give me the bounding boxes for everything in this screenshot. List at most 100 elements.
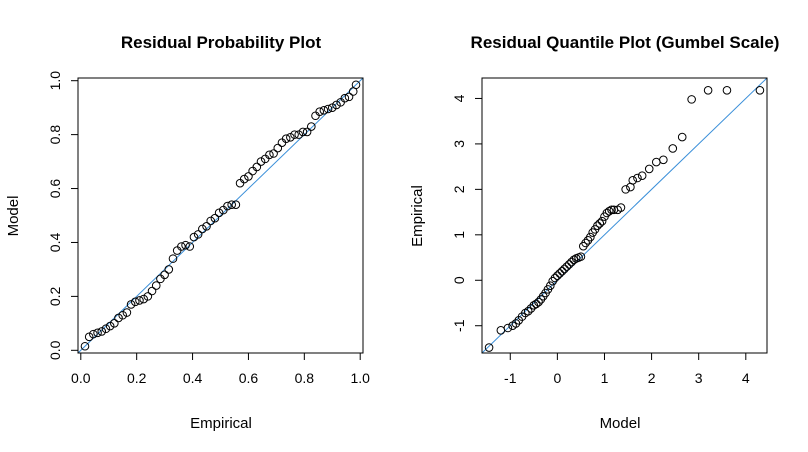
- probability-plot-title: Residual Probability Plot: [121, 33, 322, 52]
- probability-plot-x-tick-label: 0.2: [127, 370, 147, 386]
- quantile-plot-ylabel: Empirical: [409, 185, 426, 247]
- probability-plot-point: [273, 143, 283, 153]
- probability-plot-point: [340, 93, 350, 103]
- probability-plot-point: [344, 92, 354, 102]
- probability-plot-point: [97, 327, 107, 336]
- probability-plot-point: [327, 103, 337, 112]
- quantile-plot-xlabel: Model: [600, 415, 641, 432]
- probability-plot-point: [323, 104, 333, 114]
- quantile-plot-x-tick-label: 4: [742, 370, 750, 386]
- quantile-plot-point: [521, 308, 530, 318]
- probability-plot-x-tick-label: 1.0: [350, 370, 370, 386]
- probability-plot-point: [256, 157, 266, 166]
- probability-plot-point: [248, 166, 257, 176]
- probability-plot-point: [210, 213, 220, 223]
- probability-plot-x-tick-label: 0.8: [295, 370, 315, 386]
- quantile-plot-point: [633, 173, 642, 183]
- quantile-plot-point: [628, 175, 638, 185]
- quantile-plot-point: [546, 281, 555, 291]
- probability-plot-reference-line-segment: [77, 77, 364, 354]
- probability-plot-point: [122, 308, 132, 317]
- probability-plot-point: [223, 201, 232, 211]
- quantile-plot-title: Residual Quantile Plot (Gumbel Scale): [471, 33, 780, 52]
- probability-plot-point: [286, 133, 295, 142]
- quantile-plot-point: [644, 164, 654, 174]
- quantile-plot-y-tick-label: 3: [451, 140, 467, 148]
- quantile-plot-point: [586, 232, 595, 242]
- quantile-plot-point: [755, 85, 765, 95]
- quantile-plot-point: [484, 343, 494, 352]
- quantile-plot-points: [484, 85, 765, 352]
- probability-plot-point: [319, 106, 329, 115]
- probability-plot-point: [269, 149, 278, 158]
- probability-plot-point: [244, 172, 253, 181]
- probability-plot-x-tick-label: 0.4: [183, 370, 203, 386]
- probability-plot-y-tick-label: 0.2: [47, 286, 63, 306]
- probability-plot-point: [172, 246, 182, 255]
- quantile-plot-point: [564, 260, 574, 269]
- quantile-plot-point: [557, 266, 567, 276]
- probability-plot-point: [151, 281, 161, 290]
- quantile-plot-point: [595, 219, 605, 228]
- probability-plot-x-tick-label: 0.0: [71, 370, 91, 386]
- probability-plot-point: [156, 274, 165, 284]
- quantile-plot-x-tick-label: 1: [601, 370, 609, 386]
- probability-plot-point: [351, 80, 361, 90]
- probability-plot-point: [214, 208, 224, 218]
- quantile-plot-y-tick-label: -1: [451, 319, 467, 332]
- quantile-plot-x-tick-label: 3: [695, 370, 703, 386]
- quantile-plot-ticks: -1 0 1 2 3 4 -1 0 1 2 3 4: [451, 94, 750, 386]
- probability-plot-point: [135, 296, 144, 305]
- probability-plot-point: [202, 221, 211, 231]
- quantile-plot-point: [534, 297, 543, 307]
- quantile-plot-point: [593, 221, 602, 231]
- probability-plot-point: [231, 200, 241, 210]
- quantile-plot-point: [604, 206, 614, 216]
- probability-plot-point: [252, 162, 262, 172]
- probability-plot-point: [332, 100, 341, 110]
- probability-plot-point: [177, 242, 186, 251]
- probability-plot-point: [281, 134, 291, 143]
- probability-plot-point: [160, 270, 169, 280]
- probability-plot-points: [80, 80, 361, 351]
- probability-plot-point: [189, 232, 199, 242]
- quantile-plot-x-tick-label: -1: [504, 370, 517, 386]
- probability-plot-point: [307, 122, 316, 131]
- quantile-plot-point: [597, 216, 607, 226]
- quantile-plot-point: [569, 255, 579, 265]
- quantile-plot-point: [621, 185, 630, 194]
- probability-plot-y-tick-label: 0.4: [47, 233, 63, 253]
- probability-plot-point: [84, 332, 94, 342]
- probability-plot-y-tick-label: 1.0: [47, 71, 63, 91]
- probability-plot-point: [110, 319, 119, 328]
- probability-plot-xlabel: Empirical: [190, 415, 252, 432]
- probability-plot-point: [302, 127, 312, 137]
- probability-plot-point: [139, 294, 148, 304]
- quantile-plot-point: [576, 252, 586, 261]
- quantile-plot-point: [550, 273, 560, 283]
- quantile-plot-point: [511, 319, 521, 328]
- quantile-plot-point: [687, 95, 696, 104]
- quantile-plot-x-tick-label: 0: [553, 370, 561, 386]
- quantile-plot-y-tick-label: 1: [451, 231, 467, 239]
- quantile-plot-y-tick-label: 0: [451, 276, 467, 284]
- quantile-plot-y-tick-label: 4: [451, 94, 467, 102]
- probability-plot-point: [143, 292, 153, 301]
- probability-plot-y-tick-label: 0.0: [47, 340, 63, 360]
- quantile-plot-point: [616, 203, 626, 212]
- probability-plot-point: [290, 130, 299, 139]
- probability-plot-point: [126, 300, 136, 309]
- probability-plot-point: [185, 242, 195, 251]
- quantile-plot-y-tick-label: 2: [451, 185, 467, 193]
- quantile-plot-point: [531, 299, 541, 309]
- probability-plot-y-tick-label: 0.8: [47, 125, 63, 145]
- quantile-plot-point: [496, 325, 506, 335]
- probability-plot-point: [294, 130, 304, 139]
- probability-plot-point: [311, 111, 320, 121]
- probability-plot-point: [265, 150, 274, 160]
- quantile-plot-frame: [481, 77, 768, 354]
- probability-plot-frame: [77, 77, 364, 354]
- probability-plot-point: [101, 324, 111, 334]
- probability-plot-point: [206, 216, 216, 226]
